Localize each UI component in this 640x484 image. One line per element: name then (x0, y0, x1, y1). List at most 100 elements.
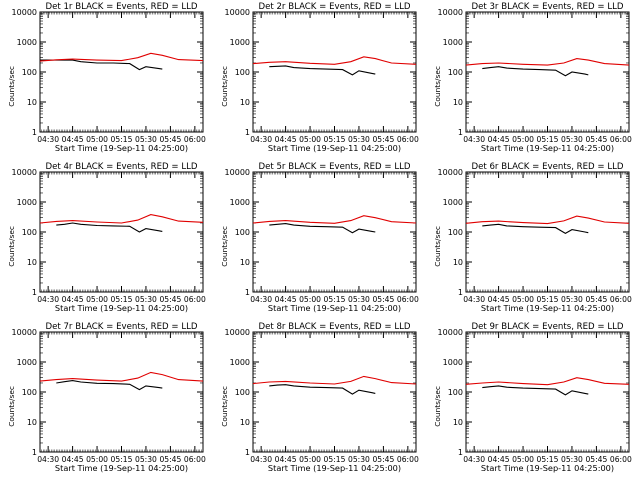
y-tick-label: 1000 (17, 38, 37, 47)
x-tick-label: 06:00 (610, 295, 632, 304)
y-tick-label: 10000 (438, 168, 463, 177)
y-tick-label: 1 (245, 448, 250, 457)
events-line (56, 380, 163, 391)
x-tick-label: 05:45 (159, 295, 181, 304)
y-tick-label: 10 (240, 258, 250, 267)
y-tick-label: 10000 (12, 328, 37, 337)
y-axis-label: Counts/sec (433, 66, 442, 107)
x-axis-label: Start Time (19-Sep-11 04:25:00) (55, 143, 188, 153)
lld-line (252, 56, 417, 65)
x-tick-label: 05:30 (348, 455, 370, 464)
y-tick-label: 100 (22, 68, 37, 77)
x-tick-label: 04:45 (62, 135, 84, 144)
y-tick-label: 1000 (230, 198, 250, 207)
y-tick-label: 1000 (230, 358, 250, 367)
y-tick-label: 1 (458, 128, 463, 137)
x-tick-label: 04:30 (250, 295, 272, 304)
plot-frame (39, 171, 204, 293)
y-tick-label: 100 (448, 228, 463, 237)
x-tick-label: 04:30 (250, 455, 272, 464)
x-tick-label: 04:45 (488, 135, 510, 144)
x-tick-label: 05:45 (372, 135, 394, 144)
panel-title: Det 4r BLACK = Events, RED = LLD (45, 162, 197, 172)
x-tick-label: 04:30 (37, 455, 59, 464)
y-tick-label: 10000 (225, 168, 250, 177)
y-tick-label: 100 (22, 388, 37, 397)
y-tick-label: 10000 (438, 328, 463, 337)
y-tick-label: 10 (453, 98, 463, 107)
plot-frame (252, 11, 417, 133)
y-axis-label: Counts/sec (7, 226, 16, 267)
x-tick-label: 06:00 (397, 135, 419, 144)
x-tick-label: 05:00 (299, 295, 321, 304)
x-axis-label: Start Time (19-Sep-11 04:25:00) (268, 303, 401, 313)
events-line (56, 222, 163, 233)
x-tick-label: 05:30 (135, 135, 157, 144)
x-axis-label: Start Time (19-Sep-11 04:25:00) (268, 463, 401, 473)
x-axis-label: Start Time (19-Sep-11 04:25:00) (55, 463, 188, 473)
panel-title: Det 7r BLACK = Events, RED = LLD (45, 322, 197, 332)
x-tick-label: 05:45 (585, 135, 607, 144)
x-tick-label: 06:00 (184, 295, 206, 304)
events-line (482, 223, 589, 235)
plot-frame (252, 171, 417, 293)
x-tick-label: 05:00 (86, 135, 108, 144)
x-tick-label: 06:00 (397, 295, 419, 304)
x-axis-label: Start Time (19-Sep-11 04:25:00) (481, 463, 614, 473)
detector-panel: Det 5r BLACK = Events, RED = LLD 1 10 100 10… (220, 162, 419, 313)
y-tick-label: 1 (458, 448, 463, 457)
x-tick-label: 05:30 (561, 455, 583, 464)
x-tick-label: 05:00 (86, 295, 108, 304)
y-tick-label: 1 (32, 288, 37, 297)
y-axis-label: Counts/sec (220, 66, 229, 107)
y-tick-label: 10000 (12, 8, 37, 17)
x-tick-label: 04:30 (463, 295, 485, 304)
y-tick-label: 10000 (438, 8, 463, 17)
detector-panel: Det 7r BLACK = Events, RED = LLD 1 10 100 10… (7, 322, 206, 473)
x-tick-label: 04:30 (37, 295, 59, 304)
detector-panel: Det 4r BLACK = Events, RED = LLD 1 10 100 10… (7, 162, 206, 313)
x-tick-label: 05:15 (324, 135, 346, 144)
x-tick-label: 05:00 (512, 455, 534, 464)
x-tick-label: 04:45 (275, 135, 297, 144)
events-line (269, 384, 376, 395)
x-tick-label: 04:45 (488, 455, 510, 464)
lld-line (252, 375, 417, 385)
y-tick-label: 10 (27, 418, 37, 427)
x-tick-label: 06:00 (397, 455, 419, 464)
x-axis-label: Start Time (19-Sep-11 04:25:00) (55, 303, 188, 313)
plot-frame (39, 11, 204, 133)
y-tick-label: 1000 (17, 198, 37, 207)
y-tick-label: 10 (453, 258, 463, 267)
x-tick-label: 05:15 (537, 295, 559, 304)
lld-line (465, 58, 630, 66)
x-tick-label: 04:45 (275, 455, 297, 464)
y-tick-label: 1000 (443, 358, 463, 367)
x-tick-label: 04:45 (62, 455, 84, 464)
x-tick-label: 04:30 (37, 135, 59, 144)
events-line (482, 385, 589, 396)
x-tick-label: 04:30 (463, 455, 485, 464)
x-tick-label: 06:00 (610, 135, 632, 144)
x-tick-label: 05:30 (348, 135, 370, 144)
y-tick-label: 10 (240, 418, 250, 427)
x-tick-label: 05:30 (348, 295, 370, 304)
y-tick-label: 100 (235, 388, 250, 397)
lld-line (39, 371, 204, 382)
plot-frame (465, 331, 630, 453)
y-tick-label: 1000 (443, 38, 463, 47)
y-tick-label: 10 (27, 258, 37, 267)
y-tick-label: 10000 (12, 168, 37, 177)
x-axis-label: Start Time (19-Sep-11 04:25:00) (268, 143, 401, 153)
x-tick-label: 04:45 (488, 295, 510, 304)
x-tick-label: 05:30 (135, 455, 157, 464)
detector-panel: Det 3r BLACK = Events, RED = LLD 1 10 100 10… (433, 2, 632, 153)
y-tick-label: 10000 (225, 328, 250, 337)
x-tick-label: 05:00 (512, 135, 534, 144)
x-tick-label: 05:00 (299, 455, 321, 464)
y-axis-label: Counts/sec (7, 66, 16, 107)
panel-title: Det 9r BLACK = Events, RED = LLD (471, 322, 623, 332)
y-tick-label: 1 (458, 288, 463, 297)
detector-panel: Det 2r BLACK = Events, RED = LLD 1 10 100 10… (220, 2, 419, 153)
